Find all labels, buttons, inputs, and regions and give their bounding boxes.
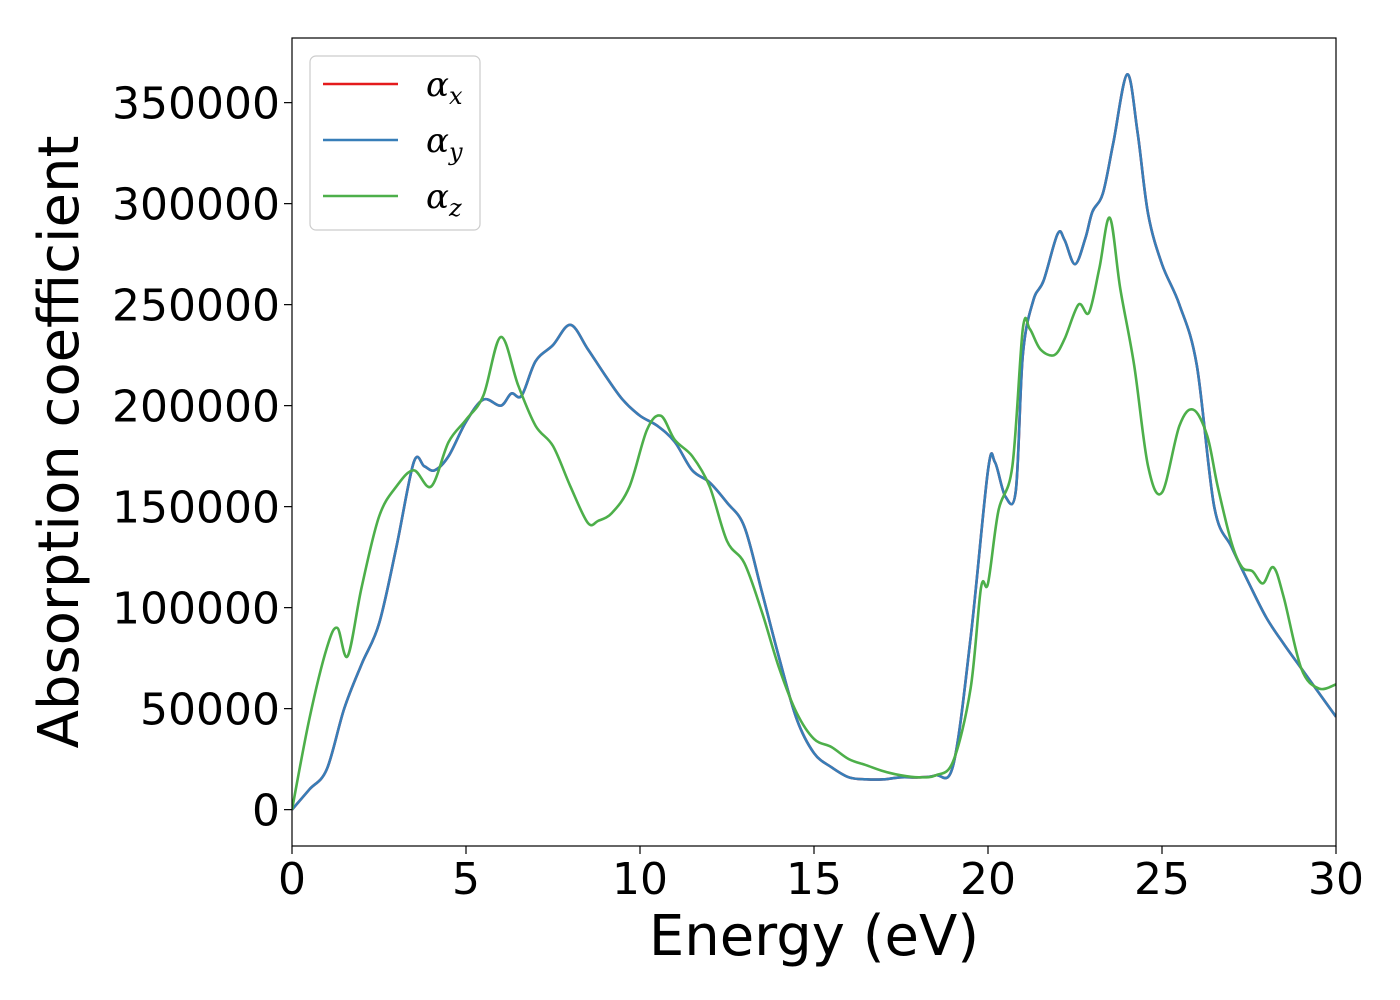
legend-subscript: z xyxy=(448,194,462,222)
y-tick-label: 150000 xyxy=(112,483,280,534)
legend-symbol: α xyxy=(426,121,449,161)
y-tick-label: 100000 xyxy=(112,584,280,635)
series-line-z xyxy=(292,216,1336,810)
x-tick-label: 10 xyxy=(612,854,668,905)
x-tick-label: 15 xyxy=(786,854,842,905)
y-tick-label: 350000 xyxy=(112,79,280,130)
y-tick-label: 0 xyxy=(252,786,280,837)
y-tick-label: 50000 xyxy=(140,685,280,736)
legend-symbol: α xyxy=(426,65,449,105)
x-axis-title: Energy (eV) xyxy=(649,904,979,969)
x-tick-label: 5 xyxy=(452,854,480,905)
legend-symbol: α xyxy=(426,177,449,217)
legend-label-x: αx xyxy=(426,65,463,110)
legend-box xyxy=(309,55,481,231)
axes-layer: 0 5 10 15 20 25 30 0 50000 100000 150000 200000 2500… xyxy=(112,79,1364,905)
legend-label-y: αy xyxy=(426,121,463,166)
y-tick-label: 300000 xyxy=(112,180,280,231)
x-tick-label: 30 xyxy=(1308,854,1364,905)
legend-subscript: y xyxy=(448,138,463,166)
y-tick-label: 200000 xyxy=(112,382,280,433)
x-tick-label: 20 xyxy=(960,854,1016,905)
x-tick-label: 0 xyxy=(278,854,306,905)
x-tick-label: 25 xyxy=(1134,854,1190,905)
legend-subscript: x xyxy=(449,82,463,110)
legend-label-z: αz xyxy=(426,177,462,222)
series-layer xyxy=(292,73,1336,811)
y-axis-title: Absorption coefficient xyxy=(27,136,92,749)
y-tick-label: 250000 xyxy=(112,281,280,332)
